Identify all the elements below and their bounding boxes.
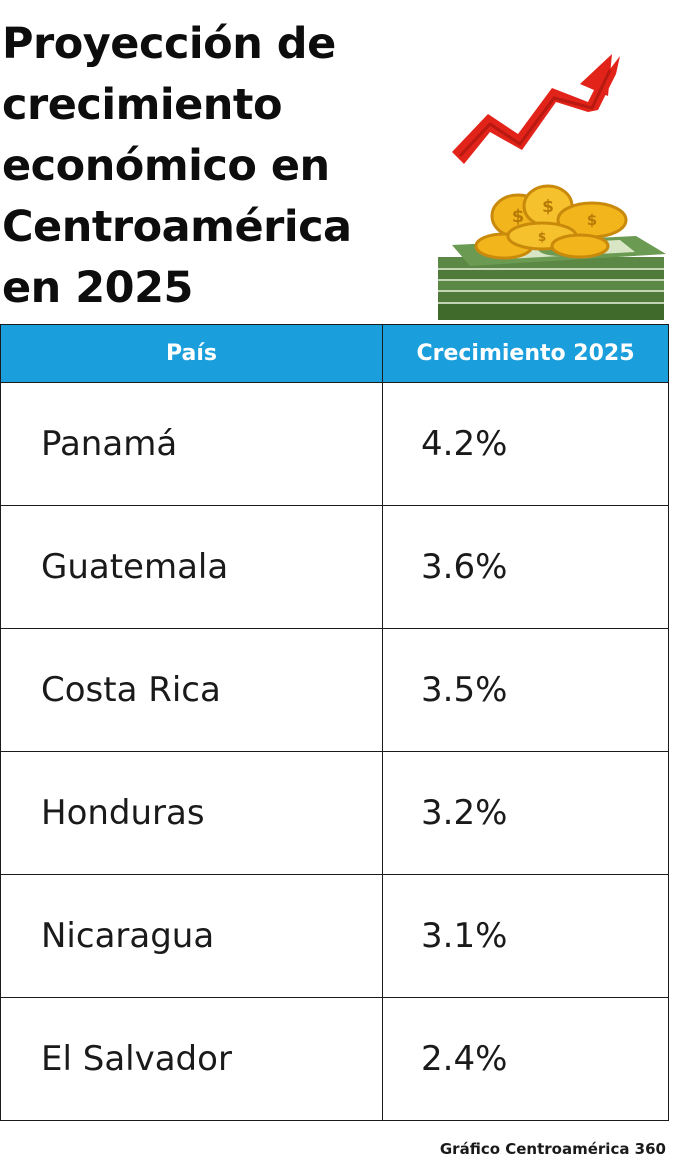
gold-coins-icon: $ $ $ $ bbox=[474, 184, 628, 260]
header-country: País bbox=[0, 324, 383, 383]
table-row: Costa Rica 3.5% bbox=[0, 628, 669, 752]
growth-cell: 3.6% bbox=[382, 505, 669, 629]
country-cell: Guatemala bbox=[0, 505, 383, 629]
table-row: Honduras 3.2% bbox=[0, 751, 669, 875]
country-cell: Costa Rica bbox=[0, 628, 383, 752]
table-row: El Salvador 2.4% bbox=[0, 997, 669, 1121]
svg-text:$: $ bbox=[512, 206, 525, 227]
table-row: Panamá 4.2% bbox=[0, 382, 669, 506]
svg-text:$: $ bbox=[587, 211, 597, 229]
header-growth: Crecimiento 2025 bbox=[382, 324, 669, 383]
country-cell: Nicaragua bbox=[0, 874, 383, 998]
table-header-row: País Crecimiento 2025 bbox=[0, 324, 669, 383]
growth-cell: 3.2% bbox=[382, 751, 669, 875]
source-credit: Gráfico Centroamérica 360 bbox=[439, 1140, 666, 1158]
growth-money-illustration: $ $ $ $ bbox=[438, 54, 666, 320]
rising-arrow-icon bbox=[452, 54, 620, 164]
svg-text:$: $ bbox=[542, 197, 554, 217]
growth-table: País Crecimiento 2025 Panamá 4.2% Guatem… bbox=[0, 324, 669, 1121]
growth-cell: 3.1% bbox=[382, 874, 669, 998]
growth-cell: 4.2% bbox=[382, 382, 669, 506]
svg-text:$: $ bbox=[538, 230, 546, 244]
country-cell: Panamá bbox=[0, 382, 383, 506]
table-row: Nicaragua 3.1% bbox=[0, 874, 669, 998]
growth-cell: 2.4% bbox=[382, 997, 669, 1121]
growth-cell: 3.5% bbox=[382, 628, 669, 752]
chart-title: Proyección de crecimiento económico en C… bbox=[2, 19, 352, 313]
country-cell: Honduras bbox=[0, 751, 383, 875]
country-cell: El Salvador bbox=[0, 997, 383, 1121]
table-row: Guatemala 3.6% bbox=[0, 505, 669, 629]
